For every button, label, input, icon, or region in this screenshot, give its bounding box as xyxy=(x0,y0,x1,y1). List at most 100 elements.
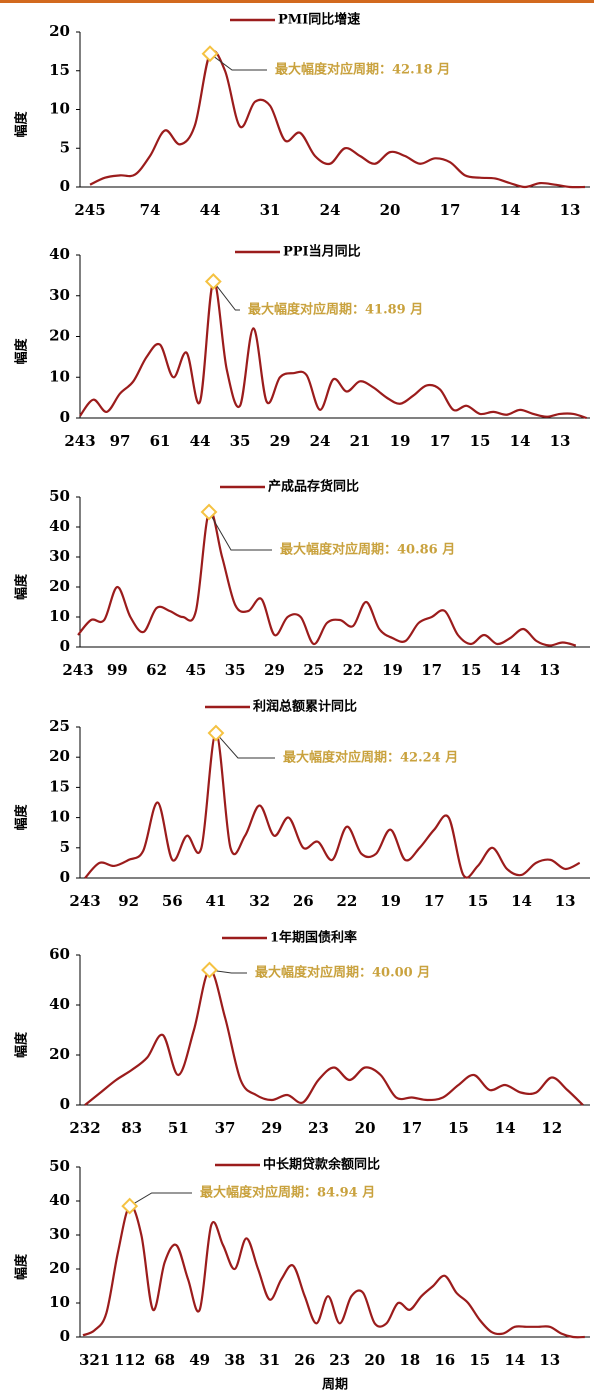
x-tick-label: 97 xyxy=(110,432,131,450)
y-axis-label: 幅度 xyxy=(14,338,30,365)
x-tick-label: 74 xyxy=(140,201,161,219)
annotation: 最大幅度对应周期：40.86 月 xyxy=(280,542,455,558)
annotation: 最大幅度对应周期：42.24 月 xyxy=(283,750,458,766)
y-axis-label: 幅度 xyxy=(14,804,30,831)
y-tick-label: 40 xyxy=(49,1191,70,1209)
y-tick-label: 20 xyxy=(49,747,70,765)
x-tick-label: 17 xyxy=(430,432,451,450)
annotation-leader xyxy=(129,1192,192,1207)
peak-marker xyxy=(200,503,218,521)
x-tick-label: 38 xyxy=(224,1351,245,1369)
x-tick-label: 13 xyxy=(560,201,581,219)
annotation: 最大幅度对应周期：42.18 月 xyxy=(275,62,450,78)
top-bar xyxy=(0,0,594,3)
y-axis-label: 幅度 xyxy=(14,111,30,138)
x-tick-label: 19 xyxy=(382,661,403,679)
peak-marker xyxy=(207,724,225,742)
x-tick-label: 14 xyxy=(495,1119,516,1137)
y-tick-label: 5 xyxy=(60,838,70,856)
x-tick-label: 243 xyxy=(64,432,95,450)
x-tick-label: 45 xyxy=(185,661,206,679)
x-tick-label: 56 xyxy=(162,892,183,910)
y-tick-label: 40 xyxy=(49,245,70,263)
x-tick-label: 92 xyxy=(118,892,139,910)
x-tick-label: 14 xyxy=(500,661,521,679)
y-tick-label: 10 xyxy=(49,100,70,118)
x-tick-label: 26 xyxy=(294,1351,315,1369)
x-tick-label: 35 xyxy=(230,432,251,450)
x-tick-label: 25 xyxy=(303,661,324,679)
y-tick-label: 30 xyxy=(49,1225,70,1243)
y-tick-label: 40 xyxy=(49,995,70,1013)
y-tick-label: 10 xyxy=(49,607,70,625)
x-tick-label: 13 xyxy=(555,892,576,910)
annotation: 最大幅度对应周期：41.89 月 xyxy=(248,302,423,318)
x-tick-label: 29 xyxy=(264,661,285,679)
x-tick-label: 13 xyxy=(539,661,560,679)
x-tick-label: 32 xyxy=(249,892,270,910)
peak-marker xyxy=(204,273,222,290)
x-tick-label: 243 xyxy=(69,892,100,910)
y-tick-label: 30 xyxy=(49,286,70,304)
y-tick-label: 20 xyxy=(49,1045,70,1063)
x-tick-label: 21 xyxy=(350,432,371,450)
y-tick-label: 0 xyxy=(60,1327,70,1345)
legend-label: 产成品存货同比 xyxy=(268,479,359,495)
data-line xyxy=(89,49,586,189)
x-tick-label: 243 xyxy=(62,661,93,679)
legend-label: PMI同比增速 xyxy=(278,12,360,28)
y-tick-label: 10 xyxy=(49,808,70,826)
x-tick-label: 31 xyxy=(260,201,281,219)
x-tick-label: 35 xyxy=(225,661,246,679)
peak-marker xyxy=(121,1197,139,1215)
y-tick-label: 20 xyxy=(49,327,70,345)
x-tick-label: 19 xyxy=(390,432,411,450)
y-tick-label: 50 xyxy=(49,487,70,505)
x-tick-label: 24 xyxy=(310,432,331,450)
x-tick-label: 37 xyxy=(215,1119,236,1137)
y-tick-label: 0 xyxy=(60,177,70,195)
y-tick-label: 0 xyxy=(60,408,70,426)
x-tick-label: 24 xyxy=(320,201,341,219)
x-tick-label: 16 xyxy=(434,1351,455,1369)
y-tick-label: 30 xyxy=(49,547,70,565)
y-tick-label: 15 xyxy=(49,61,70,79)
y-tick-label: 0 xyxy=(60,637,70,655)
y-tick-label: 10 xyxy=(49,1293,70,1311)
legend-label: PPI当月同比 xyxy=(283,244,361,260)
x-tick-label: 245 xyxy=(74,201,105,219)
x-tick-label: 14 xyxy=(510,432,531,450)
x-tick-label: 13 xyxy=(539,1351,560,1369)
x-tick-label: 14 xyxy=(511,892,532,910)
x-tick-label: 26 xyxy=(293,892,314,910)
x-tick-label: 112 xyxy=(114,1351,145,1369)
peak-marker xyxy=(201,45,219,63)
x-tick-label: 22 xyxy=(343,661,364,679)
x-tick-label: 99 xyxy=(107,661,128,679)
x-tick-label: 44 xyxy=(200,201,221,219)
data-line xyxy=(82,1204,585,1339)
x-tick-label: 18 xyxy=(399,1351,420,1369)
x-tick-label: 20 xyxy=(355,1119,376,1137)
x-tick-label: 83 xyxy=(121,1119,142,1137)
x-tick-label: 15 xyxy=(448,1119,469,1137)
data-line xyxy=(84,968,584,1106)
y-axis-label: 幅度 xyxy=(14,573,30,600)
x-tick-label: 15 xyxy=(470,432,491,450)
annotation: 最大幅度对应周期：40.00 月 xyxy=(255,965,430,981)
x-tick-label: 15 xyxy=(461,661,482,679)
x-tick-label: 62 xyxy=(146,661,167,679)
y-tick-label: 40 xyxy=(49,517,70,535)
y-tick-label: 60 xyxy=(49,945,70,963)
x-tick-label: 13 xyxy=(550,432,571,450)
x-tick-label: 41 xyxy=(206,892,227,910)
x-tick-label: 51 xyxy=(168,1119,189,1137)
y-tick-label: 10 xyxy=(49,367,70,385)
y-axis-label: 幅度 xyxy=(14,1253,30,1280)
annotation-leader xyxy=(208,511,272,551)
x-tick-label: 15 xyxy=(469,1351,490,1369)
y-tick-label: 0 xyxy=(60,1095,70,1113)
y-tick-label: 15 xyxy=(49,777,70,795)
x-tick-label: 31 xyxy=(259,1351,280,1369)
x-tick-label: 23 xyxy=(329,1351,350,1369)
